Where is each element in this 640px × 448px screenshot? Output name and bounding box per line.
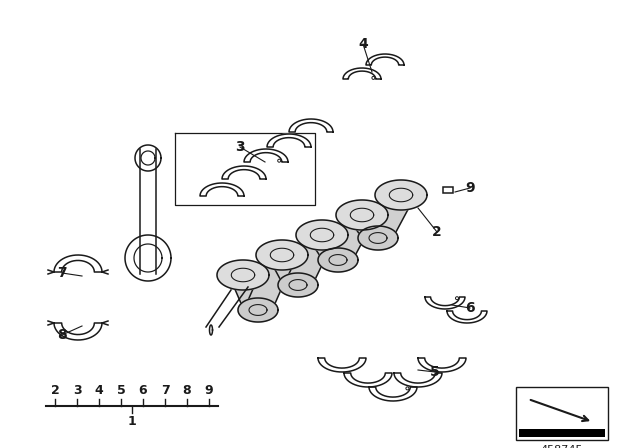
Text: 6: 6 [465,301,475,315]
Polygon shape [344,373,392,387]
Polygon shape [209,325,212,335]
Polygon shape [425,297,465,309]
Polygon shape [246,250,294,315]
Bar [516,387,608,440]
Polygon shape [336,200,388,230]
Text: 4: 4 [358,37,368,51]
Polygon shape [366,54,404,65]
Polygon shape [311,228,349,267]
Polygon shape [135,145,161,171]
Polygon shape [267,134,311,147]
Polygon shape [394,373,442,387]
Text: 3: 3 [235,140,245,154]
Polygon shape [447,311,487,323]
Text: 6: 6 [139,384,147,397]
Polygon shape [238,298,278,322]
Polygon shape [222,166,266,179]
Polygon shape [54,323,102,340]
Polygon shape [278,273,318,297]
Text: 1: 1 [127,415,136,428]
Polygon shape [318,248,358,272]
Text: 2: 2 [432,225,442,239]
Polygon shape [125,235,171,281]
Polygon shape [54,255,102,272]
Text: 458745: 458745 [541,445,583,448]
Text: 5: 5 [116,384,125,397]
Polygon shape [271,249,310,291]
Polygon shape [367,189,412,244]
Polygon shape [418,358,466,372]
Text: 8: 8 [182,384,191,397]
Polygon shape [358,226,398,250]
Text: 7: 7 [161,384,170,397]
Polygon shape [343,68,381,79]
Polygon shape [286,229,333,291]
Text: 3: 3 [73,384,81,397]
Bar [443,187,453,193]
Text: 4: 4 [95,384,104,397]
Polygon shape [326,209,374,266]
Text: 9: 9 [465,181,475,195]
Polygon shape [231,270,270,315]
Polygon shape [289,119,333,132]
Text: 5: 5 [430,365,440,379]
Polygon shape [217,260,269,290]
Text: 8: 8 [57,328,67,342]
Polygon shape [369,387,417,401]
Polygon shape [244,149,288,162]
Text: 9: 9 [205,384,213,397]
Bar [519,429,605,437]
Polygon shape [200,183,244,196]
Text: 2: 2 [51,384,60,397]
Polygon shape [375,180,427,210]
Polygon shape [256,240,308,270]
Polygon shape [351,207,388,246]
Polygon shape [296,220,348,250]
Polygon shape [318,358,366,372]
Text: 7: 7 [57,266,67,280]
